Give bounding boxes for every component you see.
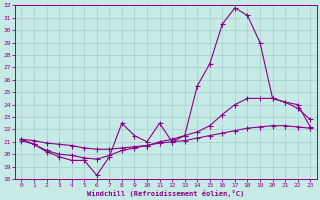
X-axis label: Windchill (Refroidissement éolien,°C): Windchill (Refroidissement éolien,°C) (87, 190, 244, 197)
